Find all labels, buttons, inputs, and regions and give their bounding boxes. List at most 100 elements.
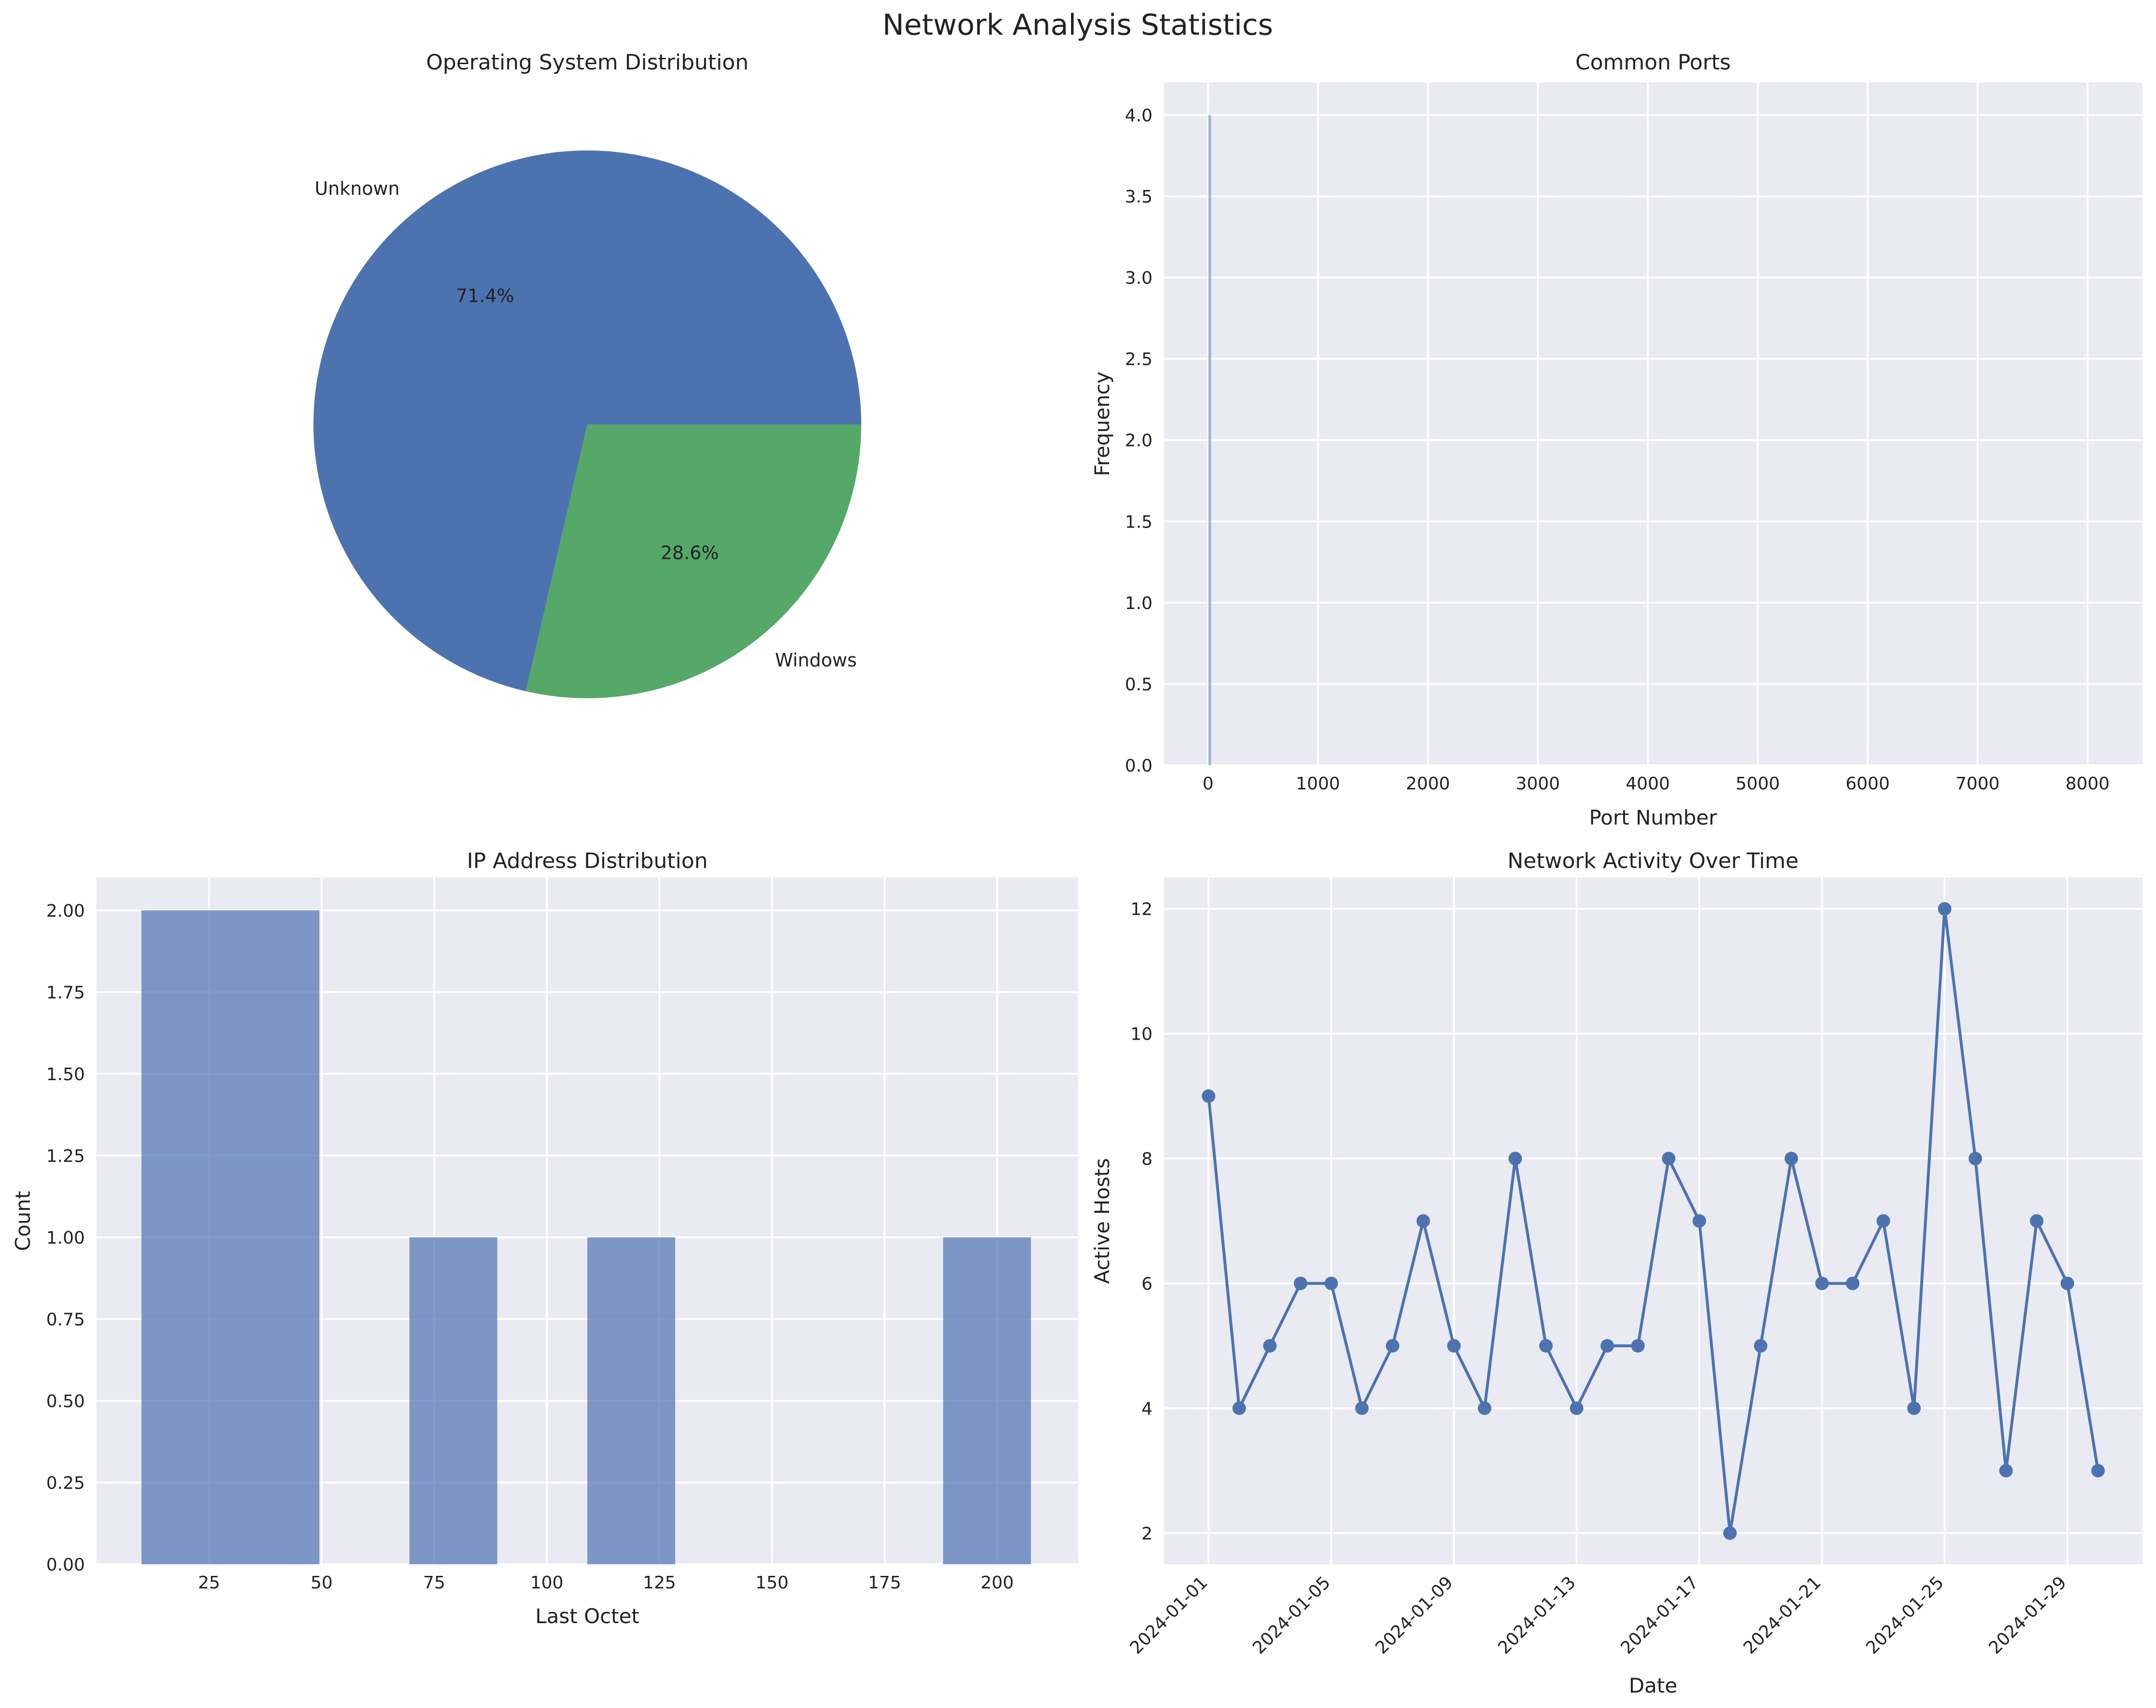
x-tick-label: 2024-01-25 — [1862, 1572, 1948, 1658]
x-tick-label: 2024-01-13 — [1494, 1572, 1580, 1658]
network-activity-panel: Network Activity Over Time 2024-01-01 202… — [1090, 849, 2142, 1697]
y-tick-label: 4 — [1141, 1399, 1153, 1419]
ip-distribution-ticks: 25 50 75 100 125 150 175 200 0.00 0.25 0.50 0.75 1.0… — [46, 901, 1014, 1593]
activity-point — [1416, 1214, 1430, 1228]
activity-point — [1385, 1339, 1399, 1353]
y-tick-label: 12 — [1130, 900, 1153, 920]
common-ports-ticks: 0 1000 2000 3000 4000 5000 6000 7000 8000 0.0 0.5 1… — [1125, 106, 2110, 794]
ip-distribution-panel: IP Address Distribution 25 50 75 100 125 150 1… — [11, 849, 1078, 1628]
activity-point — [1570, 1401, 1584, 1415]
y-tick-label: 1.5 — [1125, 512, 1153, 532]
x-tick-label: 4000 — [1626, 774, 1670, 794]
x-tick-label: 2024-01-05 — [1249, 1572, 1334, 1658]
activity-point — [1662, 1152, 1676, 1166]
x-tick-label: 0 — [1203, 774, 1214, 794]
x-tick-label: 2024-01-29 — [1985, 1572, 2071, 1658]
activity-point — [1845, 1276, 1859, 1290]
activity-point — [1999, 1464, 2013, 1478]
activity-point — [1876, 1214, 1890, 1228]
x-tick-label: 2024-01-09 — [1372, 1572, 1457, 1658]
common-ports-panel: Common Ports 0 1000 2000 3000 4000 5000 6000 70… — [1090, 50, 2142, 829]
activity-point — [1692, 1214, 1706, 1228]
activity-point — [1723, 1526, 1737, 1540]
y-tick-label: 0.75 — [46, 1310, 85, 1329]
pie-label-unknown: Unknown — [314, 178, 399, 199]
activity-point — [1447, 1339, 1461, 1353]
y-tick-label: 10 — [1130, 1025, 1153, 1044]
ip-distribution-title: IP Address Distribution — [467, 849, 707, 873]
y-tick-label: 8 — [1141, 1150, 1153, 1169]
os-distribution-panel: Operating System Distribution Unknown 71.… — [313, 50, 861, 698]
pie-label-windows: Windows — [775, 650, 857, 671]
x-tick-label: 5000 — [1736, 774, 1780, 794]
pie-pct-windows: 28.6% — [661, 542, 719, 564]
network-activity-line — [1202, 902, 2105, 1540]
network-activity-title: Network Activity Over Time — [1507, 849, 1799, 873]
histogram-bar — [943, 1237, 1031, 1564]
y-tick-label: 2.0 — [1125, 431, 1153, 451]
y-tick-label: 4.0 — [1125, 106, 1153, 125]
activity-point — [1355, 1401, 1369, 1415]
x-tick-label: 6000 — [1845, 774, 1890, 794]
y-tick-label: 0.5 — [1125, 675, 1153, 694]
activity-point — [1324, 1276, 1338, 1290]
x-tick-label: 2024-01-17 — [1617, 1572, 1702, 1658]
activity-point — [1968, 1152, 1982, 1166]
x-tick-label: 3000 — [1516, 774, 1560, 794]
activity-point — [1232, 1401, 1246, 1415]
x-tick-label: 175 — [868, 1573, 901, 1593]
common-ports-bars — [1208, 115, 1211, 765]
activity-point — [1202, 1089, 1216, 1103]
x-tick-label: 125 — [643, 1573, 676, 1593]
common-ports-xlabel: Port Number — [1589, 806, 1717, 829]
y-tick-label: 1.00 — [46, 1228, 85, 1248]
pie-labels: Unknown 71.4% Windows 28.6% — [314, 178, 856, 671]
histogram-bar — [141, 910, 320, 1564]
pie-slice-windows — [526, 424, 861, 698]
pie-slice-unknown — [313, 150, 861, 691]
activity-point — [1815, 1276, 1829, 1290]
x-tick-label: 150 — [756, 1573, 789, 1593]
y-tick-label: 2.5 — [1125, 350, 1153, 369]
activity-point — [1478, 1401, 1492, 1415]
x-tick-label: 2000 — [1406, 774, 1450, 794]
common-ports-title: Common Ports — [1575, 50, 1731, 75]
histogram-bar — [409, 1237, 498, 1564]
y-tick-label: 0.50 — [46, 1392, 85, 1411]
activity-line — [1207, 907, 2100, 1535]
y-tick-label: 2 — [1141, 1524, 1153, 1544]
network-activity-plot-area — [1164, 878, 2142, 1564]
activity-point — [2061, 1276, 2075, 1290]
network-activity-ylabel: Active Hosts — [1090, 1158, 1114, 1284]
pie-slices — [313, 150, 861, 698]
x-tick-label: 1000 — [1296, 774, 1340, 794]
x-tick-label: 8000 — [2065, 774, 2110, 794]
y-tick-label: 2.00 — [46, 901, 85, 921]
common-ports-grid — [1164, 82, 2142, 766]
activity-point — [1539, 1339, 1553, 1353]
x-tick-label: 7000 — [1955, 774, 2000, 794]
y-tick-label: 6 — [1141, 1274, 1153, 1294]
activity-point — [2091, 1464, 2105, 1478]
os-distribution-title: Operating System Distribution — [426, 50, 749, 75]
pie-pct-unknown: 71.4% — [456, 285, 514, 306]
activity-point — [1600, 1339, 1614, 1353]
y-tick-label: 0.00 — [46, 1555, 85, 1575]
y-tick-label: 0.0 — [1125, 756, 1153, 776]
x-tick-label: 100 — [530, 1573, 564, 1593]
figure-title: Network Analysis Statistics — [882, 8, 1273, 42]
histogram-bar — [587, 1237, 676, 1564]
common-ports-plot-area — [1164, 82, 2142, 765]
activity-point — [1784, 1152, 1798, 1166]
network-activity-xlabel: Date — [1629, 1674, 1677, 1697]
activity-point — [1631, 1339, 1645, 1353]
y-tick-label: 1.50 — [46, 1065, 85, 1084]
common-ports-ylabel: Frequency — [1090, 372, 1114, 476]
y-tick-label: 1.25 — [46, 1146, 85, 1166]
x-tick-label: 50 — [311, 1573, 333, 1593]
x-tick-label: 25 — [198, 1573, 220, 1593]
x-tick-label: 200 — [981, 1573, 1014, 1593]
activity-point — [1263, 1339, 1277, 1353]
activity-point — [1754, 1339, 1768, 1353]
ip-distribution-bars — [141, 910, 1031, 1564]
